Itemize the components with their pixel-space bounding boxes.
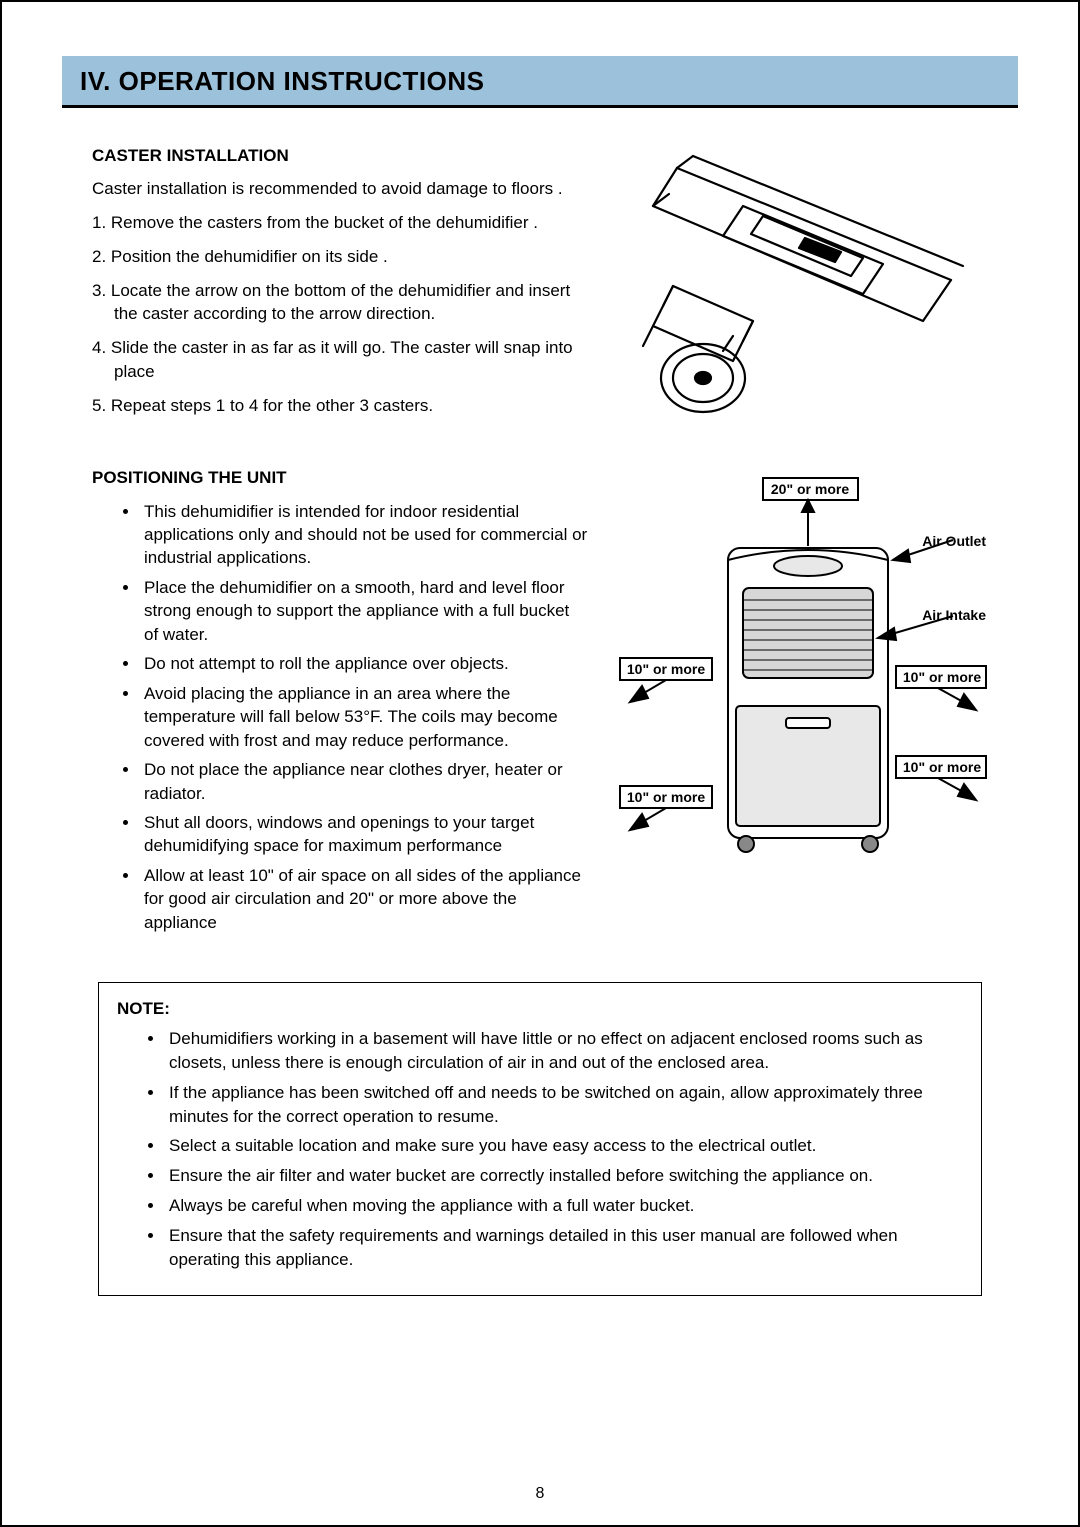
list-item: Allow at least 10" of air space on all s… <box>140 864 588 934</box>
positioning-heading: POSITIONING THE UNIT <box>92 468 588 488</box>
positioning-bullets: This dehumidifier is intended for indoor… <box>92 500 588 935</box>
note-bullets: Dehumidifiers working in a basement will… <box>117 1027 963 1271</box>
positioning-text: POSITIONING THE UNIT This dehumidifier i… <box>92 468 588 943</box>
caster-intro: Caster installation is recommended to av… <box>92 178 588 201</box>
list-item: 5. Repeat steps 1 to 4 for the other 3 c… <box>92 394 588 418</box>
note-heading: NOTE: <box>117 999 963 1019</box>
positioning-row: POSITIONING THE UNIT This dehumidifier i… <box>92 468 988 943</box>
caster-row: CASTER INSTALLATION Caster installation … <box>92 146 988 448</box>
section-title-bar: IV. OPERATION INSTRUCTIONS <box>62 56 1018 108</box>
label-left-upper: 10" or more <box>627 661 705 677</box>
label-air-intake: Air Intake <box>922 607 986 623</box>
positioning-figure-wrap: 20" or more Air Outlet Air Intake <box>618 468 988 943</box>
caster-install-figure <box>633 146 973 426</box>
label-right-lower: 10" or more <box>903 759 981 775</box>
list-item: 2. Position the dehumidifier on its side… <box>92 245 588 269</box>
list-item: 1. Remove the casters from the bucket of… <box>92 211 588 235</box>
page-number: 8 <box>2 1485 1078 1503</box>
label-left-lower: 10" or more <box>627 789 705 805</box>
caster-text: CASTER INSTALLATION Caster installation … <box>92 146 588 448</box>
caster-steps: 1. Remove the casters from the bucket of… <box>92 211 588 418</box>
note-box: NOTE: Dehumidifiers working in a basemen… <box>98 982 982 1296</box>
list-item: Ensure that the safety requirements and … <box>165 1224 963 1272</box>
caster-heading: CASTER INSTALLATION <box>92 146 588 166</box>
label-top-clearance: 20" or more <box>771 481 849 497</box>
list-item: Dehumidifiers working in a basement will… <box>165 1027 963 1075</box>
list-item: Do not place the appliance near clothes … <box>140 758 588 805</box>
label-right-upper: 10" or more <box>903 669 981 685</box>
list-item: Shut all doors, windows and openings to … <box>140 811 588 858</box>
list-item: 3. Locate the arrow on the bottom of the… <box>92 279 588 327</box>
list-item: Do not attempt to roll the appliance ove… <box>140 652 588 675</box>
list-item: Always be careful when moving the applia… <box>165 1194 963 1218</box>
label-air-outlet: Air Outlet <box>922 533 986 549</box>
page: IV. OPERATION INSTRUCTIONS CASTER INSTAL… <box>0 0 1080 1527</box>
list-item: This dehumidifier is intended for indoor… <box>140 500 588 570</box>
content-area: CASTER INSTALLATION Caster installation … <box>62 146 1018 1296</box>
section-title: IV. OPERATION INSTRUCTIONS <box>80 66 1000 97</box>
clearance-diagram: 20" or more Air Outlet Air Intake <box>618 468 988 888</box>
list-item: Ensure the air filter and water bucket a… <box>165 1164 963 1188</box>
list-item: Avoid placing the appliance in an area w… <box>140 682 588 752</box>
caster-figure-wrap <box>618 146 988 448</box>
list-item: 4. Slide the caster in as far as it will… <box>92 336 588 384</box>
list-item: If the appliance has been switched off a… <box>165 1081 963 1129</box>
list-item: Place the dehumidifier on a smooth, hard… <box>140 576 588 646</box>
list-item: Select a suitable location and make sure… <box>165 1134 963 1158</box>
